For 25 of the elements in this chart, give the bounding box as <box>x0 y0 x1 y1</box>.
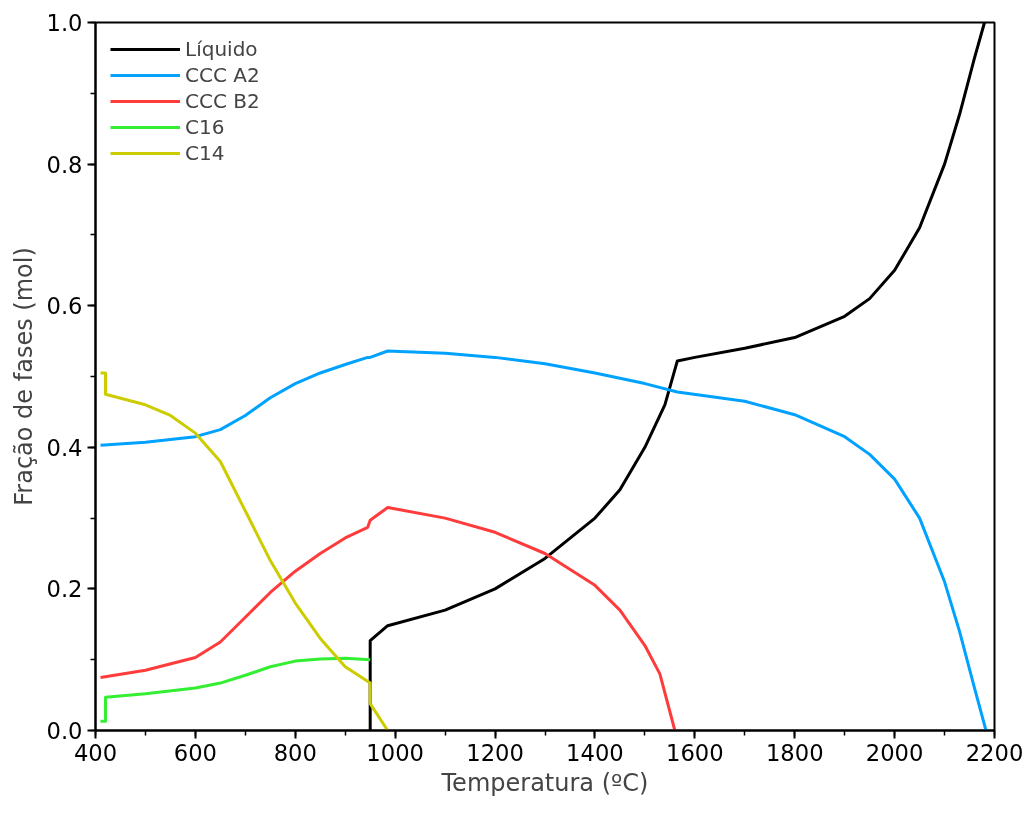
y-axis-title: Fração de fases (mol) <box>10 247 39 506</box>
line-series <box>98 371 390 731</box>
x-tick-label: 2200 <box>965 739 1024 766</box>
line-series <box>98 505 677 731</box>
y-tick-label: 0.2 <box>46 576 83 603</box>
y-tick-label: 0.4 <box>46 434 83 461</box>
legend-label: CCC B2 <box>185 89 260 113</box>
x-tick-label: 800 <box>273 739 317 766</box>
line-series <box>98 349 988 731</box>
line-series <box>98 656 372 723</box>
y-tick-label: 0.8 <box>46 151 83 178</box>
legend-label: CCC A2 <box>185 63 260 87</box>
x-tick-label: 1600 <box>666 739 724 766</box>
y-tick-label: 0.6 <box>46 293 83 320</box>
legend-label: C16 <box>185 115 225 139</box>
legend-label: C14 <box>185 141 225 165</box>
x-axis-title: Temperatura (ºC) <box>440 768 649 797</box>
x-tick-label: 2000 <box>865 739 924 766</box>
x-tick-label: 600 <box>173 739 218 766</box>
x-tick-label: 1800 <box>765 739 824 766</box>
y-tick-label: 1.0 <box>46 10 83 36</box>
legend-label: Líquido <box>185 37 258 61</box>
x-tick-label: 1200 <box>466 739 524 766</box>
x-tick-label: 1000 <box>366 739 425 766</box>
x-tick-label: 1400 <box>566 739 624 766</box>
